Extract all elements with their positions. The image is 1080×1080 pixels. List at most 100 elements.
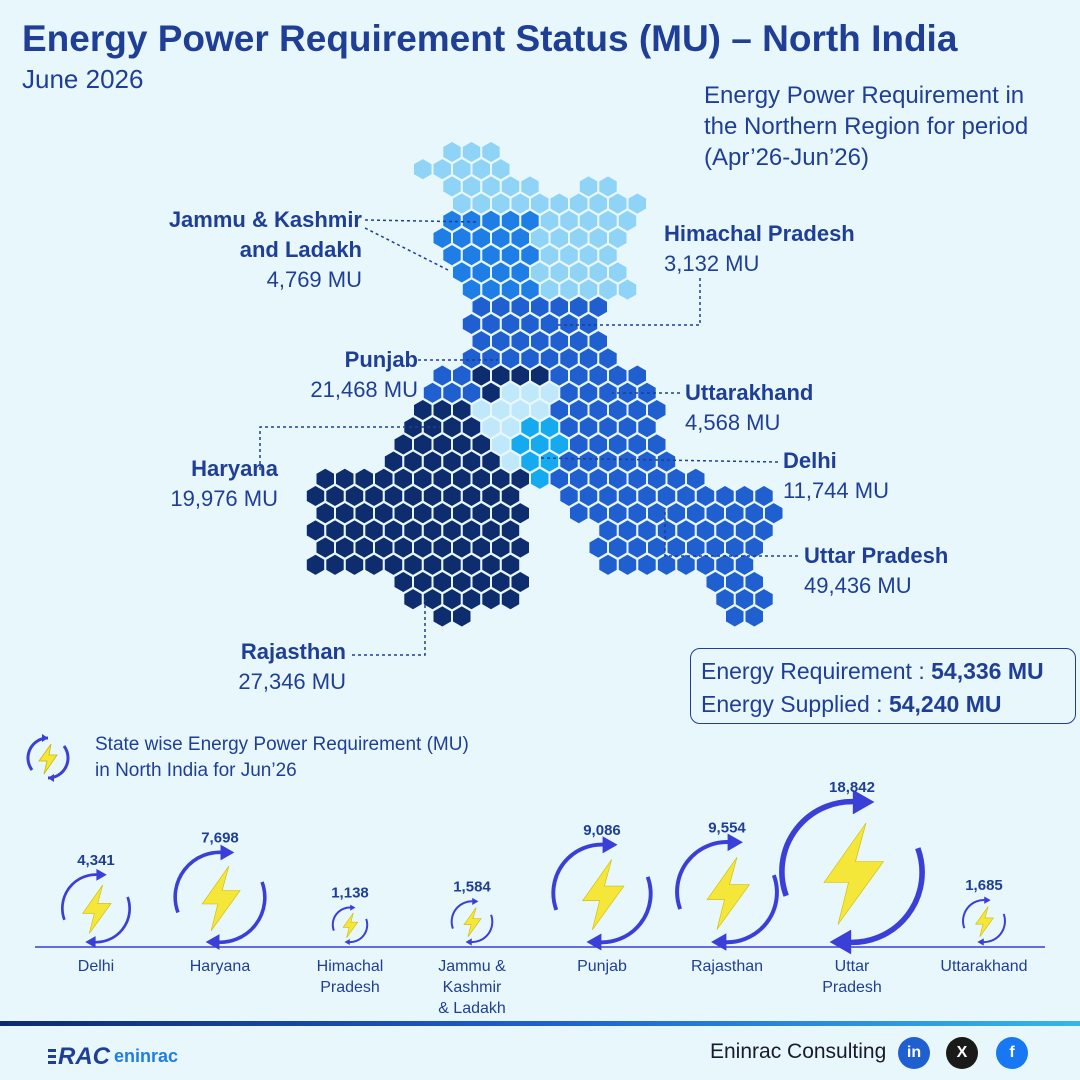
data-label: 1,584 bbox=[453, 878, 491, 895]
cycle-arc bbox=[331, 906, 352, 931]
lightning-bolt-icon bbox=[582, 859, 625, 930]
label-punjab: Punjab 21,468 MU bbox=[310, 345, 418, 405]
label-hr-name: Haryana bbox=[191, 456, 278, 481]
category-label: & Ladakh bbox=[438, 1000, 506, 1017]
energy-requirement-label: Energy Requirement : bbox=[701, 658, 932, 684]
data-label: 4,341 bbox=[77, 852, 115, 869]
label-uttar-pradesh: Uttar Pradesh 49,436 MU bbox=[804, 541, 948, 601]
hex-map bbox=[259, 140, 798, 656]
eninrac-logo: RAC eninrac bbox=[48, 1043, 178, 1070]
label-uk-name: Uttarakhand bbox=[685, 380, 814, 405]
cycle-arc bbox=[348, 918, 369, 944]
category-label: Pradesh bbox=[320, 979, 380, 996]
data-label: 9,554 bbox=[708, 819, 746, 836]
energy-requirement-row: Energy Requirement : 54,336 MU bbox=[701, 655, 1065, 688]
label-dl-name: Delhi bbox=[783, 448, 837, 473]
cycle-arrowhead bbox=[465, 938, 472, 946]
cycle-arrowhead bbox=[602, 836, 618, 854]
label-hp-value: 3,132 MU bbox=[664, 251, 760, 276]
cycle-arrowhead bbox=[829, 929, 852, 955]
cycle-arc bbox=[173, 850, 225, 914]
label-rajasthan: Rajasthan 27,346 MU bbox=[238, 637, 346, 697]
cycle-arrowhead bbox=[344, 938, 350, 946]
label-uttarakhand: Uttarakhand 4,568 MU bbox=[685, 378, 813, 438]
cycle-arc bbox=[675, 840, 733, 910]
cycle-arrowhead bbox=[977, 938, 984, 946]
label-uk-value: 4,568 MU bbox=[685, 410, 781, 435]
logo-text-eninrac: eninrac bbox=[114, 1046, 178, 1066]
label-delhi: Delhi 11,744 MU bbox=[783, 446, 889, 506]
lightning-bolt-icon bbox=[463, 907, 482, 938]
lightning-bolt-icon bbox=[706, 857, 750, 930]
chart-mark-0 bbox=[61, 868, 131, 948]
cycle-arc bbox=[981, 913, 1006, 944]
legend-line-1: State wise Energy Power Requirement (MU) bbox=[95, 734, 469, 755]
cycle-arc bbox=[779, 798, 860, 897]
page-title: Energy Power Requirement Status (MU) – N… bbox=[22, 18, 958, 59]
energy-supplied-label: Energy Supplied : bbox=[701, 691, 889, 717]
label-hp-name: Himachal Pradesh bbox=[664, 221, 855, 246]
category-label: Delhi bbox=[78, 958, 114, 975]
category-label: Jammu & bbox=[438, 958, 506, 975]
brand-name: Eninrac Consulting bbox=[710, 1040, 887, 1063]
footer-divider bbox=[0, 1021, 1080, 1026]
label-haryana: Haryana 19,976 MU bbox=[170, 454, 278, 514]
data-label: 7,698 bbox=[201, 830, 239, 847]
leader-line-7 bbox=[664, 508, 798, 557]
data-label: 18,842 bbox=[829, 779, 875, 796]
summary-box: Energy Requirement : 54,336 MU Energy Su… bbox=[690, 648, 1076, 724]
category-label: Rajasthan bbox=[691, 958, 763, 975]
cycle-arrowhead bbox=[472, 897, 479, 905]
label-pb-name: Punjab bbox=[344, 347, 418, 372]
linkedin-icon[interactable]: in bbox=[898, 1037, 930, 1069]
cycle-arc bbox=[61, 873, 100, 921]
leader-line-8 bbox=[352, 600, 426, 656]
data-label: 1,685 bbox=[965, 877, 1003, 894]
chart-mark-1 bbox=[173, 844, 267, 950]
cycle-arc bbox=[962, 899, 987, 929]
cycle-arc bbox=[596, 876, 653, 945]
label-jammu-kashmir: Jammu & Kashmir and Ladakh 4,769 MU bbox=[169, 205, 362, 295]
label-dl-value: 11,744 MU bbox=[783, 478, 889, 503]
cycle-arrowhead bbox=[205, 934, 220, 950]
chart-mark-3 bbox=[450, 897, 494, 946]
leader-line-5 bbox=[259, 426, 440, 470]
label-himachal-pradesh: Himachal Pradesh 3,132 MU bbox=[664, 219, 855, 279]
cycle-arrowhead bbox=[727, 833, 743, 852]
data-label: 1,138 bbox=[331, 885, 369, 902]
label-jk-name-1: Jammu & Kashmir bbox=[168, 207, 362, 232]
cycle-arc bbox=[92, 896, 131, 944]
cycle-arc bbox=[551, 842, 608, 911]
x-twitter-icon[interactable]: X bbox=[946, 1037, 978, 1069]
chart-mark-7 bbox=[962, 896, 1006, 946]
label-jk-value: 4,769 MU bbox=[266, 267, 362, 292]
lightning-bolt-icon bbox=[201, 865, 241, 931]
label-jk-name-2: and Ladakh bbox=[239, 237, 362, 262]
lightning-bolt-icon bbox=[975, 906, 994, 937]
cycle-arrowhead bbox=[586, 933, 602, 951]
lightning-bolt-icon bbox=[823, 822, 885, 925]
leader-line-6 bbox=[539, 457, 779, 463]
label-hr-value: 19,976 MU bbox=[170, 486, 278, 511]
label-rj-name: Rajasthan bbox=[240, 639, 346, 664]
facebook-icon[interactable]: f bbox=[996, 1037, 1028, 1069]
bar-chart-legend: State wise Energy Power Requirement (MU)… bbox=[95, 732, 469, 784]
energy-supplied-row: Energy Supplied : 54,240 MU bbox=[701, 688, 1065, 721]
category-label: Punjab bbox=[577, 958, 627, 975]
label-rj-value: 27,346 MU bbox=[238, 669, 346, 694]
chart-mark-2 bbox=[331, 904, 369, 946]
category-label: Uttarakhand bbox=[940, 958, 1027, 975]
hex-tile-rj bbox=[451, 604, 473, 629]
cycle-arc bbox=[844, 847, 925, 946]
cycle-arc bbox=[721, 874, 779, 945]
cycle-arc bbox=[215, 881, 267, 945]
cycle-arrowhead bbox=[220, 844, 235, 861]
lightning-bolt-icon bbox=[342, 912, 359, 938]
hex-tile-up bbox=[743, 604, 765, 629]
hex-tile-rj bbox=[500, 587, 521, 612]
cycle-arrowhead bbox=[984, 896, 991, 904]
cycle-arrowhead bbox=[85, 936, 96, 948]
logo-text-rac: RAC bbox=[58, 1043, 111, 1070]
cycle-arrowhead bbox=[852, 789, 875, 815]
